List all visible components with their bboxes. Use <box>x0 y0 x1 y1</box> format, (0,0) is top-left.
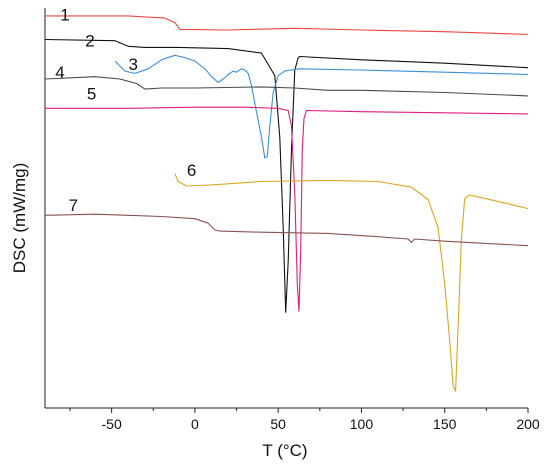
curve-3 <box>114 54 529 159</box>
x-tick-label-150: 150 <box>433 416 457 432</box>
x-tick-label-200: 200 <box>516 416 540 432</box>
x-axis-title: T (°C) <box>262 441 307 460</box>
x-tick-label-50: 50 <box>270 416 286 432</box>
curve-label-5: 5 <box>87 84 96 103</box>
curve-label-3: 3 <box>129 55 138 74</box>
curve-label-2: 2 <box>85 31 94 50</box>
curve-label-7: 7 <box>69 196 78 215</box>
curve-4 <box>44 76 529 97</box>
x-tick-label-100: 100 <box>350 416 374 432</box>
curve-7 <box>44 213 529 247</box>
curve-1 <box>45 15 529 36</box>
x-tick-label--50: -50 <box>102 416 122 432</box>
curve-6 <box>174 173 529 392</box>
curve-5 <box>45 106 529 312</box>
plot-area: -50 0 50 100 150 200 12 3 4 5 6 7 <box>44 5 540 432</box>
curve-label-4: 4 <box>55 63 64 82</box>
y-axis-title: DSC (mW/mg) <box>10 163 29 273</box>
x-tick-label-0: 0 <box>191 416 199 432</box>
curve-label-1: 1 <box>60 5 69 24</box>
curve-2 <box>44 38 529 313</box>
curve-label-6: 6 <box>187 161 196 180</box>
